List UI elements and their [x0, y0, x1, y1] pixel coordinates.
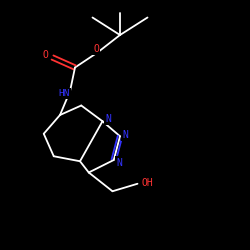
- Text: N: N: [105, 114, 111, 124]
- Text: OH: OH: [141, 178, 153, 188]
- Text: N: N: [116, 158, 122, 168]
- Text: O: O: [42, 50, 48, 60]
- Text: N: N: [122, 130, 128, 140]
- Text: O: O: [93, 44, 99, 54]
- Text: HN: HN: [59, 89, 70, 98]
